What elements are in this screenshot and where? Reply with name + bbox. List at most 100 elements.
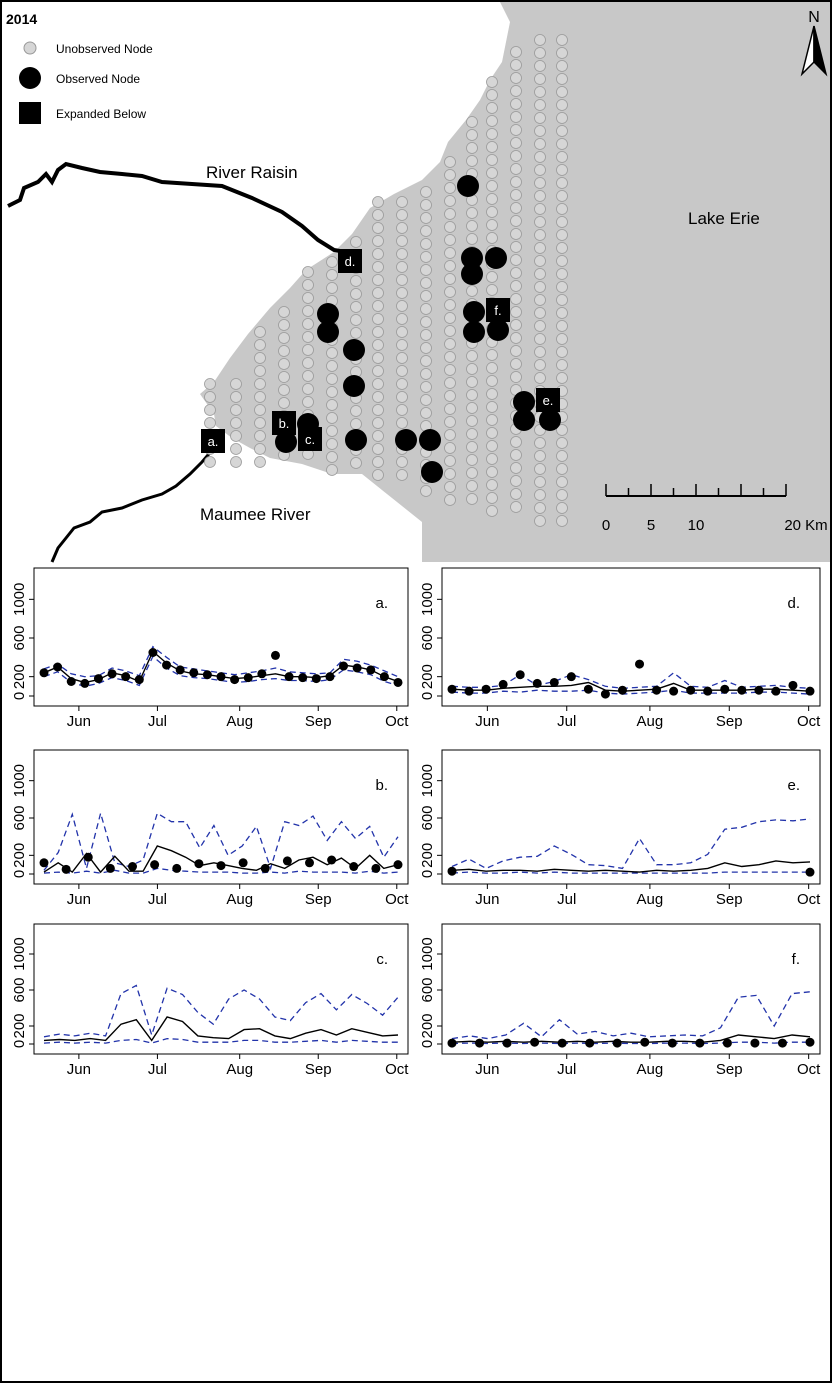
observed-point — [284, 672, 294, 682]
unobserved-node — [556, 489, 568, 501]
unobserved-node — [556, 34, 568, 46]
observed-point — [447, 684, 457, 694]
unobserved-node — [534, 437, 546, 449]
observed-point — [720, 684, 730, 694]
unobserved-node — [556, 255, 568, 267]
chart-panel-e: 0 200 600 1000 Jun Jul Aug Sep Oct e. — [419, 749, 821, 908]
unobserved-node — [486, 349, 498, 361]
unobserved-node — [556, 99, 568, 111]
unobserved-node — [556, 346, 568, 358]
unobserved-node — [396, 391, 408, 403]
unobserved-node — [420, 251, 432, 263]
observed-point — [53, 662, 63, 672]
unobserved-node — [396, 235, 408, 247]
x-tick-label: Sep — [716, 891, 743, 908]
chart-panel-a: 0 200 600 1000 Jun Jul Aug Sep Oct a. — [11, 567, 409, 730]
unobserved-node — [444, 156, 456, 168]
unobserved-node — [302, 318, 314, 330]
unobserved-node — [444, 429, 456, 441]
y-tick-label: 1000 — [419, 937, 436, 970]
unobserved-node — [372, 209, 384, 221]
unobserved-node — [444, 221, 456, 233]
svg-text:e.: e. — [543, 393, 554, 408]
observed-point — [305, 858, 314, 868]
y-tick-label: 200 — [419, 843, 436, 868]
unobserved-node — [372, 313, 384, 325]
unobserved-node — [350, 418, 362, 430]
unobserved-node — [556, 151, 568, 163]
x-tick-label: Jul — [148, 891, 167, 908]
unobserved-node — [420, 329, 432, 341]
x-tick-label: Jun — [67, 891, 91, 908]
unobserved-node — [486, 154, 498, 166]
x-tick-label: Jul — [557, 891, 576, 908]
observed-point — [148, 648, 158, 657]
unobserved-node — [556, 372, 568, 384]
chart-panel-f: 0 200 600 1000 Jun Jul Aug Sep Oct f. — [419, 923, 821, 1078]
y-tick-label: 1000 — [11, 583, 28, 616]
unobserved-node — [396, 365, 408, 377]
unobserved-node — [230, 417, 242, 429]
unobserved-node — [556, 424, 568, 436]
unobserved-node — [302, 383, 314, 395]
unobserved-node — [486, 141, 498, 153]
unobserved-node — [534, 372, 546, 384]
series-line-interval — [43, 810, 399, 871]
unobserved-node — [510, 98, 522, 110]
observed-point — [600, 689, 610, 699]
unobserved-node — [420, 407, 432, 419]
unobserved-node — [444, 416, 456, 428]
unobserved-node — [302, 396, 314, 408]
unobserved-node — [420, 394, 432, 406]
unobserved-node — [556, 216, 568, 228]
observed-point — [298, 673, 308, 683]
observed-point — [447, 866, 457, 876]
x-tick-label: Jun — [67, 1061, 91, 1078]
scale-tick-label: 20 Km — [784, 517, 827, 534]
unobserved-node — [372, 222, 384, 234]
observed-node — [487, 319, 509, 341]
unobserved-node — [326, 438, 338, 450]
unobserved-node — [350, 457, 362, 469]
y-tick-label: 0 — [11, 1040, 28, 1048]
unobserved-node — [444, 481, 456, 493]
y-tick-label: 0 — [419, 1040, 436, 1048]
unobserved-node — [420, 225, 432, 237]
unobserved-node — [486, 362, 498, 374]
unobserved-node — [444, 169, 456, 181]
x-tick-label: Jul — [557, 713, 576, 730]
unobserved-node — [278, 371, 290, 383]
unobserved-node — [486, 102, 498, 114]
unobserved-node — [278, 384, 290, 396]
unobserved-node — [510, 332, 522, 344]
unobserved-node — [372, 378, 384, 390]
x-tick-label: Jun — [67, 713, 91, 730]
unobserved-node — [444, 364, 456, 376]
unobserved-node — [302, 266, 314, 278]
unobserved-node — [372, 417, 384, 429]
unobserved-node — [534, 255, 546, 267]
marker-e: e. — [536, 388, 560, 412]
panel-label: e. — [787, 777, 800, 794]
observed-node — [461, 263, 483, 285]
unobserved-node — [302, 279, 314, 291]
unobserved-node — [510, 59, 522, 71]
unobserved-node — [444, 286, 456, 298]
unobserved-node — [420, 212, 432, 224]
y-tick-label: 200 — [419, 664, 436, 689]
unobserved-node — [466, 493, 478, 505]
unobserved-node — [278, 332, 290, 344]
unobserved-node — [204, 404, 216, 416]
unobserved-node — [510, 358, 522, 370]
chart-panel-c: 0 200 600 1000 Jun Jul Aug Sep Oct c. — [11, 923, 409, 1078]
unobserved-node — [486, 479, 498, 491]
observed-point — [515, 670, 525, 680]
observed-point — [583, 684, 593, 694]
north-arrow-icon: N — [800, 9, 828, 77]
observed-point — [530, 1037, 540, 1047]
unobserved-node — [556, 359, 568, 371]
unobserved-node — [350, 275, 362, 287]
unobserved-node — [278, 306, 290, 318]
unobserved-node — [444, 403, 456, 415]
series-line-median — [43, 1016, 399, 1042]
